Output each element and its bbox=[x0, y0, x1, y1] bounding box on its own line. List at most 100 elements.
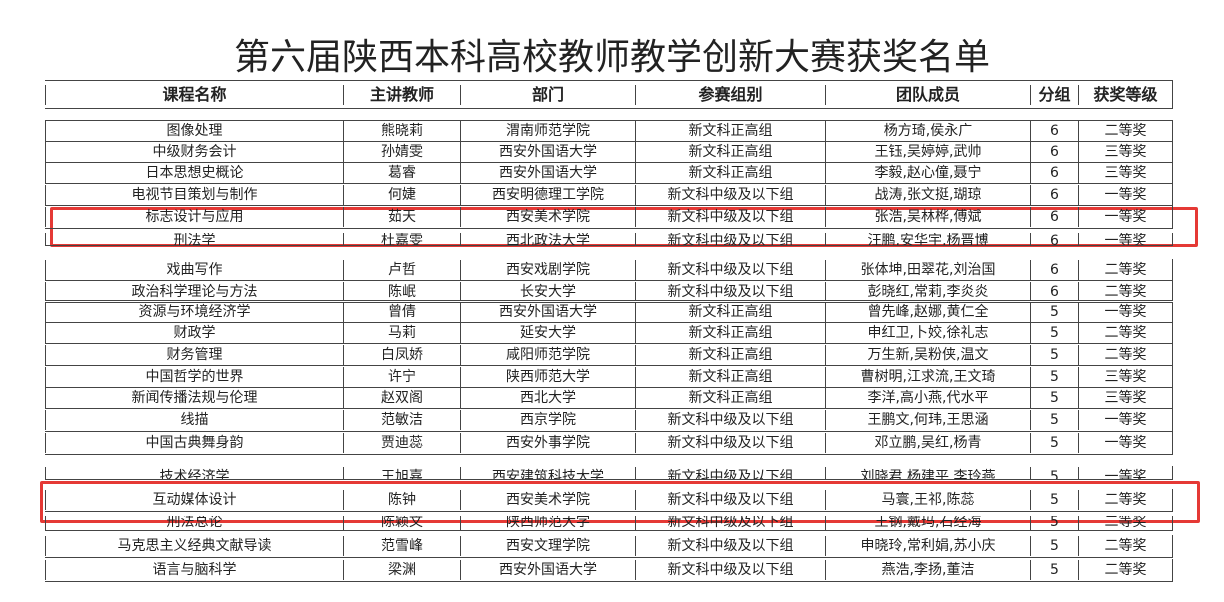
cell: 贾迪蕊 bbox=[343, 433, 460, 453]
cell: 陈岷 bbox=[343, 282, 460, 300]
cell: 资源与环境经济学 bbox=[45, 303, 343, 322]
cell: 汪鹏,安华宇,杨晋博 bbox=[825, 233, 1030, 245]
cell: 陕西师范大学 bbox=[460, 367, 635, 387]
cell: 新闻传播法规与伦理 bbox=[45, 388, 343, 408]
cell: 一等奖 bbox=[1078, 233, 1172, 245]
table-row: 语言与脑科学 梁渊 西安外国语大学 新文科中级及以下组 燕浩,李扬,董洁 5 二等奖 bbox=[45, 559, 1173, 582]
cell: 曹树明,江求流,王文琦 bbox=[825, 367, 1030, 387]
cell: 参赛组别 bbox=[635, 85, 825, 105]
table-row: 财政学 马莉 延安大学 新文科正高组 申红卫,卜姣,徐礼志 5 二等奖 bbox=[45, 322, 1173, 344]
cell: 技术经济学 bbox=[45, 467, 343, 479]
cell: 二等奖 bbox=[1078, 536, 1172, 556]
cell: 西京学院 bbox=[460, 410, 635, 430]
cell: 西安明德理工学院 bbox=[460, 185, 635, 205]
cell: 二等奖 bbox=[1078, 282, 1172, 300]
cell: 图像处理 bbox=[45, 121, 343, 141]
cell: 西安外国语大学 bbox=[460, 163, 635, 183]
cell: 彭晓红,常莉,李炎炎 bbox=[825, 282, 1030, 300]
cell: 财务管理 bbox=[45, 345, 343, 365]
cell: 新文科中级及以下组 bbox=[635, 207, 825, 227]
cell: 王钢,戴玛,石经海 bbox=[825, 516, 1030, 530]
cell: 5 bbox=[1030, 345, 1078, 365]
cell: 6 bbox=[1030, 163, 1078, 183]
cell: 杨方琦,侯永广 bbox=[825, 121, 1030, 141]
cell: 一等奖 bbox=[1078, 467, 1172, 479]
cell: 中级财务会计 bbox=[45, 142, 343, 162]
cell: 二等奖 bbox=[1078, 260, 1172, 280]
cell: 西安戏剧学院 bbox=[460, 260, 635, 280]
cell: 马克思主义经典文献导读 bbox=[45, 536, 343, 556]
table-row: 财务管理 白凤娇 咸阳师范学院 新文科正高组 万生新,吴粉侠,温文 5 二等奖 bbox=[45, 344, 1173, 366]
table-row: 图像处理 熊晓莉 渭南师范学院 新文科正高组 杨方琦,侯永广 6 二等奖 bbox=[45, 120, 1173, 142]
cell: 李洋,高小燕,代水平 bbox=[825, 388, 1030, 408]
table-row: 刑法学 杜嘉雯 西北政法大学 新文科中级及以下组 汪鹏,安华宇,杨晋博 6 一等奖 bbox=[45, 233, 1173, 246]
cell: 二等奖 bbox=[1078, 560, 1172, 580]
cell: 6 bbox=[1030, 207, 1078, 227]
cell: 5 bbox=[1030, 388, 1078, 408]
cell: 申红卫,卜姣,徐礼志 bbox=[825, 323, 1030, 343]
cell: 西安外国语大学 bbox=[460, 142, 635, 162]
cell: 新文科正高组 bbox=[635, 121, 825, 141]
cell: 战涛,张文挺,瑚琼 bbox=[825, 185, 1030, 205]
cell: 日本思想史概论 bbox=[45, 163, 343, 183]
cell: 新文科中级及以下组 bbox=[635, 433, 825, 453]
cell: 5 bbox=[1030, 536, 1078, 556]
cell: 5 bbox=[1030, 433, 1078, 453]
cell: 分组 bbox=[1030, 85, 1078, 105]
cell: 新文科正高组 bbox=[635, 323, 825, 343]
cell: 杜嘉雯 bbox=[343, 233, 460, 245]
table-row: 马克思主义经典文献导读 范雪峰 西安文理学院 新文科中级及以下组 申晓玲,常利娟,苏小庆… bbox=[45, 535, 1173, 558]
cell: 延安大学 bbox=[460, 323, 635, 343]
cell: 马莉 bbox=[343, 323, 460, 343]
cell: 一等奖 bbox=[1078, 410, 1172, 430]
cell: 新文科正高组 bbox=[635, 367, 825, 387]
table-row: 互动媒体设计 陈钟 西安美术学院 新文科中级及以下组 马寰,王祁,陈蕊 5 二等奖 bbox=[45, 489, 1173, 512]
cell: 新文科中级及以下组 bbox=[635, 185, 825, 205]
cell: 6 bbox=[1030, 185, 1078, 205]
cell: 新文科正高组 bbox=[635, 163, 825, 183]
cell: 部门 bbox=[460, 85, 635, 105]
title: 第六届陕西本科高校教师教学创新大赛获奖名单 bbox=[233, 37, 990, 78]
cell: 梁渊 bbox=[343, 560, 460, 580]
cell: 一等奖 bbox=[1078, 207, 1172, 227]
table-row: 标志设计与应用 茹天 西安美术学院 新文科中级及以下组 张浩,吴林桦,傅斌 6 一等奖 bbox=[45, 205, 1173, 229]
cell: 5 bbox=[1030, 560, 1078, 580]
cell: 三等奖 bbox=[1078, 367, 1172, 387]
table-row: 线描 范敏洁 西京学院 新文科中级及以下组 王鹏文,何玮,王思涵 5 一等奖 bbox=[45, 409, 1173, 432]
cell: 6 bbox=[1030, 233, 1078, 245]
cell: 新文科中级及以下组 bbox=[635, 233, 825, 245]
cell: 熊晓莉 bbox=[343, 121, 460, 141]
cell: 张体坤,田翠花,刘治国 bbox=[825, 260, 1030, 280]
cell: 6 bbox=[1030, 282, 1078, 300]
cell: 马寰,王祁,陈蕊 bbox=[825, 490, 1030, 510]
cell: 长安大学 bbox=[460, 282, 635, 300]
cell: 燕浩,李扬,董洁 bbox=[825, 560, 1030, 580]
cell: 王旭嘉 bbox=[343, 467, 460, 479]
cell: 张浩,吴林桦,傅斌 bbox=[825, 207, 1030, 227]
cell: 新文科正高组 bbox=[635, 345, 825, 365]
cell: 西安外国语大学 bbox=[460, 560, 635, 580]
cell: 新文科中级及以下组 bbox=[635, 560, 825, 580]
table-row: 刑法总论 陈颖文 陕西师范大学 新文科中级及以下组 王钢,戴玛,石经海 5 二等奖 bbox=[45, 516, 1173, 531]
cell: 西安外事学院 bbox=[460, 433, 635, 453]
cell: 西安美术学院 bbox=[460, 490, 635, 510]
cell: 中国古典舞身韵 bbox=[45, 433, 343, 453]
cell: 中国哲学的世界 bbox=[45, 367, 343, 387]
cell: 新文科中级及以下组 bbox=[635, 282, 825, 300]
table-row: 技术经济学 王旭嘉 西安建筑科技大学 新文科中级及以下组 刘晓君,杨建平,李玲燕 5 一等奖 bbox=[45, 466, 1173, 480]
cell: 西安外国语大学 bbox=[460, 303, 635, 322]
cell: 互动媒体设计 bbox=[45, 490, 343, 510]
cell: 白凤娇 bbox=[343, 345, 460, 365]
cell: 渭南师范学院 bbox=[460, 121, 635, 141]
table-row: 电视节目策划与制作 何婕 西安明德理工学院 新文科中级及以下组 战涛,张文挺,瑚琼 6 一等… bbox=[45, 184, 1173, 206]
cell: 新文科正高组 bbox=[635, 303, 825, 322]
cell: 范敏洁 bbox=[343, 410, 460, 430]
cell: 何婕 bbox=[343, 185, 460, 205]
cell: 一等奖 bbox=[1078, 433, 1172, 453]
cell: 王钰,吴婷婷,武帅 bbox=[825, 142, 1030, 162]
cell: 新文科正高组 bbox=[635, 142, 825, 162]
cell: 戏曲写作 bbox=[45, 260, 343, 280]
cell: 新文科中级及以下组 bbox=[635, 536, 825, 556]
cell: 许宁 bbox=[343, 367, 460, 387]
cell: 线描 bbox=[45, 410, 343, 430]
